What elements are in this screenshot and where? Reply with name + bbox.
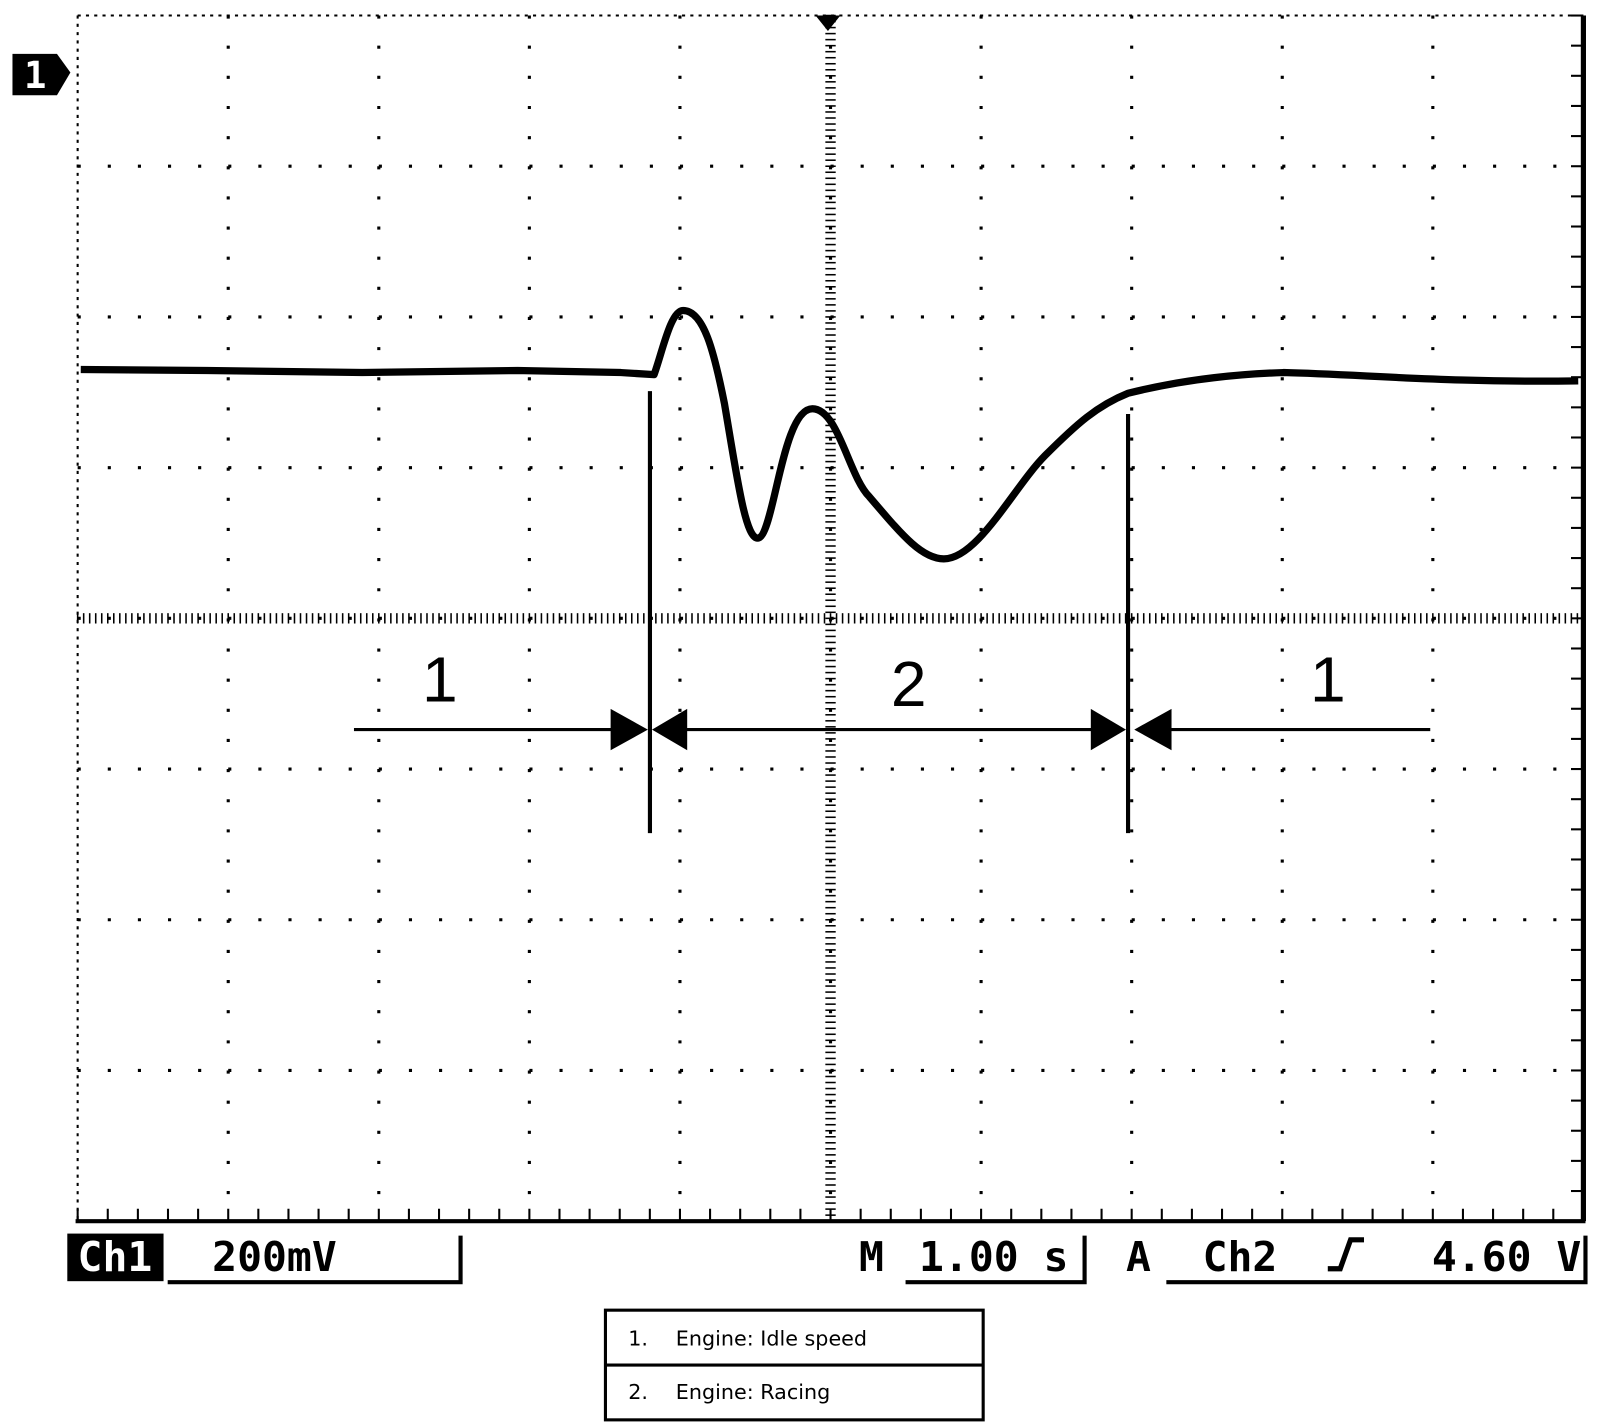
time-prefix: M	[859, 1233, 884, 1281]
legend-text: Engine: Racing	[676, 1380, 830, 1404]
legend-number: 2.	[628, 1380, 648, 1404]
grid	[76, 14, 1585, 1223]
arrowhead	[1090, 708, 1126, 751]
field-underline	[167, 1235, 463, 1285]
channel-badge	[67, 1233, 164, 1282]
timebase: 1.00 s	[919, 1233, 1068, 1281]
legend-number: 1.	[628, 1326, 648, 1350]
channel-marker-box	[12, 53, 71, 96]
region-label: 2	[891, 648, 927, 720]
region-label: 1	[422, 644, 458, 716]
legend-text: Engine: Idle speed	[676, 1326, 867, 1350]
vertical-scale: 200mV	[212, 1233, 337, 1281]
trigger-prefix: A	[1126, 1233, 1151, 1281]
field-underline	[1166, 1235, 1588, 1285]
arrowhead	[1134, 708, 1172, 751]
channel-marker: 1	[24, 53, 46, 97]
trigger-slope-icon	[1327, 1237, 1365, 1272]
arrowhead	[652, 708, 688, 751]
trigger-source: Ch2	[1203, 1233, 1278, 1281]
trigger-position-marker	[815, 15, 841, 32]
region-label: 1	[1310, 644, 1346, 716]
waveform	[80, 306, 1579, 563]
field-underline	[905, 1235, 1087, 1285]
channel-label: Ch1	[78, 1233, 153, 1281]
trigger-level: 4.60 V	[1432, 1233, 1581, 1281]
arrowhead	[610, 708, 648, 751]
